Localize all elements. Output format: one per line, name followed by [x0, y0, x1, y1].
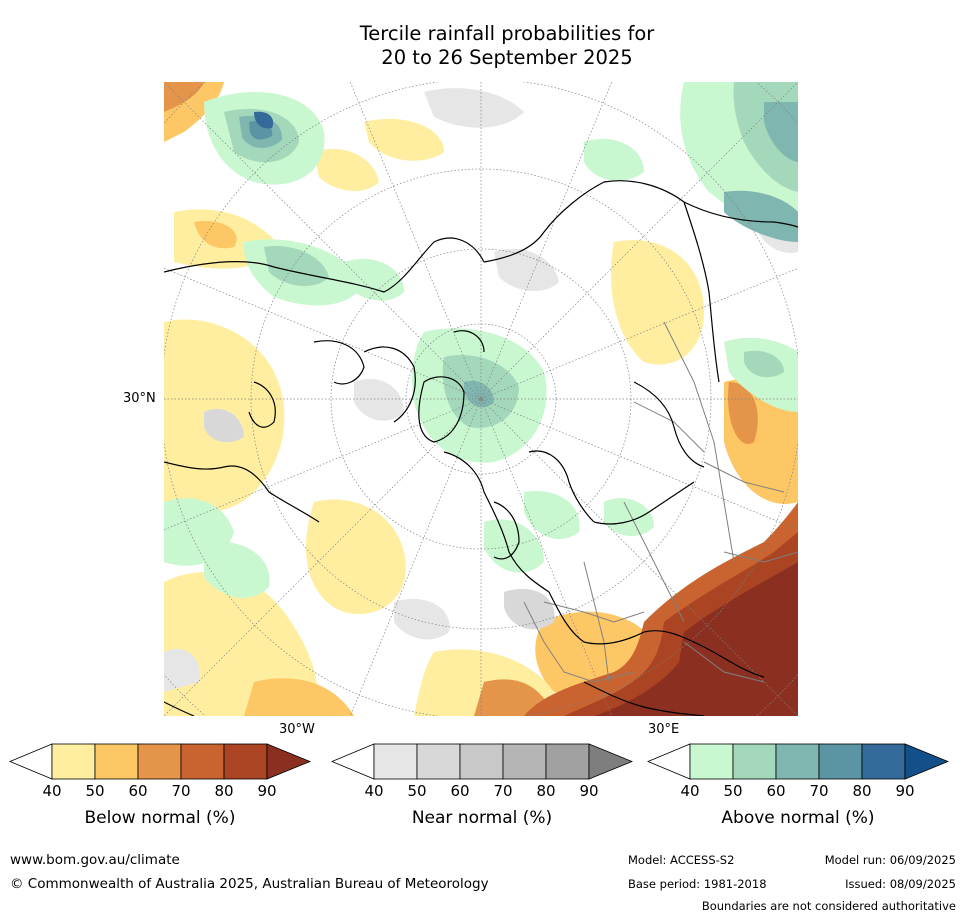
colorbar-tick: 90 — [895, 782, 915, 800]
model-run: Model run: 06/09/2025 — [824, 853, 956, 867]
colorbar-below-label: Below normal (%) — [84, 808, 236, 828]
colorbar-extend-high — [904, 743, 949, 780]
colorbar-tick: 60 — [450, 782, 470, 800]
colorbar-tick: 50 — [723, 782, 743, 800]
colorbar-above-normal — [647, 743, 949, 780]
colorbar-swatch — [94, 743, 139, 780]
colorbar-tick: 60 — [128, 782, 148, 800]
colorbar-swatch — [861, 743, 906, 780]
colorbar-swatch — [51, 743, 96, 780]
colorbar-swatch — [732, 743, 777, 780]
colorbar-extend-low — [331, 743, 375, 780]
colorbar-swatch — [223, 743, 268, 780]
colorbar-tick: 60 — [766, 782, 786, 800]
coastlines — [164, 180, 798, 716]
colorbar-tick: 90 — [257, 782, 277, 800]
colorbar-swatch — [689, 743, 734, 780]
base-period: Base period: 1981-2018 — [628, 877, 767, 891]
colorbar-tick: 70 — [171, 782, 191, 800]
colorbar-swatch — [545, 743, 590, 780]
colorbar-extend-high — [588, 743, 633, 780]
colorbar-extend-low — [647, 743, 691, 780]
map-title: Tercile rainfall probabilities for 20 to… — [0, 22, 965, 70]
colorbar-swatch — [775, 743, 820, 780]
issued-date: Issued: 08/09/2025 — [845, 877, 956, 891]
colorbar-swatch — [459, 743, 504, 780]
colorbar-tick: 70 — [809, 782, 829, 800]
colorbar-tick: 80 — [852, 782, 872, 800]
lon-label-30e: 30°E — [648, 722, 680, 737]
lat-label-30n: 30°N — [123, 391, 156, 406]
colorbar-near-normal — [331, 743, 633, 780]
colorbar-swatch — [180, 743, 225, 780]
colorbar-tick: 80 — [214, 782, 234, 800]
colorbar-near-label: Near normal (%) — [411, 808, 553, 828]
title-line-2: 20 to 26 September 2025 — [381, 46, 633, 69]
colorbar-swatch — [137, 743, 182, 780]
polar-rainfall-map — [164, 82, 798, 716]
colorbar-tick: 50 — [85, 782, 105, 800]
lon-label-30w: 30°W — [279, 722, 315, 737]
colorbar-tick: 70 — [493, 782, 513, 800]
colorbar-tick: 40 — [364, 782, 384, 800]
colorbar-tick: 40 — [680, 782, 700, 800]
colorbar-tick: 50 — [407, 782, 427, 800]
colorbar-tick: 80 — [536, 782, 556, 800]
country-boundaries — [523, 321, 798, 683]
colorbar-extend-low — [9, 743, 53, 780]
colorbar-swatch — [818, 743, 863, 780]
colorbar-swatch — [373, 743, 418, 780]
colorbar-below-normal — [9, 743, 311, 780]
colorbar-swatch — [502, 743, 547, 780]
model-name: Model: ACCESS-S2 — [628, 853, 735, 867]
colorbar-extend-high — [266, 743, 311, 780]
website-link[interactable]: www.bom.gov.au/climate — [10, 852, 180, 868]
colorbar-tick: 40 — [42, 782, 62, 800]
colorbar-swatch — [416, 743, 461, 780]
disclaimer: Boundaries are not considered authoritat… — [701, 899, 956, 913]
graticule — [164, 82, 798, 716]
title-line-1: Tercile rainfall probabilities for — [359, 22, 655, 45]
colorbar-tick: 90 — [579, 782, 599, 800]
copyright-text: © Commonwealth of Australia 2025, Austra… — [10, 876, 489, 892]
colorbar-above-label: Above normal (%) — [721, 808, 875, 828]
